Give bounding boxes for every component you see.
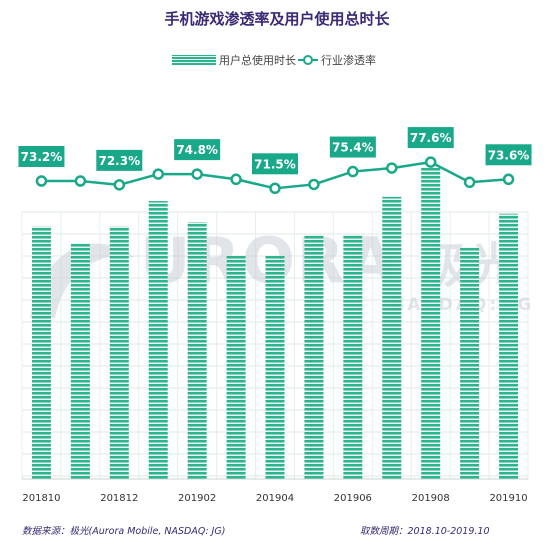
point-label-201908: 77.6% [407, 127, 454, 149]
penetration-point-201907 [386, 162, 398, 174]
point-label-201906: 75.4% [329, 136, 376, 158]
penetration-point-201903 [230, 173, 242, 186]
aurora-logo-icon [30, 243, 135, 318]
penetration-point-201811 [74, 175, 87, 187]
penetration-point-201901 [152, 168, 164, 180]
x-tick-label-201904: 201904 [256, 493, 294, 504]
point-label-201812: 72.3% [96, 149, 143, 171]
legend-bar-swatch [172, 55, 216, 65]
point-label-201910: 73.6% [485, 144, 532, 166]
penetration-point-201909 [463, 176, 476, 189]
bar-201811 [70, 243, 90, 479]
legend-line-label: 行业渗透率 [321, 53, 376, 67]
bar-201909 [460, 247, 480, 479]
point-label-201902: 74.8% [174, 139, 221, 161]
chart-title: 手机游戏渗透率及用户使用总时长 [164, 10, 390, 28]
x-tick-label-201908: 201908 [412, 493, 450, 504]
penetration-point-201905 [308, 178, 320, 191]
point-label-text: 72.3% [98, 154, 140, 168]
point-label-text: 73.6% [488, 148, 530, 162]
bar-201907 [382, 196, 402, 479]
x-tick-labels-layer: 201810 201812 201902 201904 201906 201908 2019… [22, 493, 527, 504]
x-tick-label-201902: 201902 [178, 493, 216, 504]
point-label-text: 74.8% [176, 143, 218, 157]
point-label-box [407, 127, 454, 149]
legend-bar-label: 用户总使用时长 [219, 53, 296, 67]
x-tick-label-201810: 201810 [22, 493, 60, 504]
penetration-point-201902 [191, 168, 203, 180]
line-layer [35, 156, 515, 195]
penetration-point-201812 [113, 179, 126, 191]
period-note: 取数周期：2018.10-2019.10 [360, 526, 490, 537]
bar-201812 [109, 226, 129, 479]
point-labels-layer: 73.2% 72.3% 74.8% 71.5% 75.4% 77.6% 73.6% [18, 127, 532, 175]
bar-201902 [187, 222, 207, 479]
bar-201810 [31, 226, 51, 479]
point-label-text: 73.2% [21, 150, 63, 164]
penetration-point-201810 [35, 175, 48, 187]
x-tick-label-201812: 201812 [100, 493, 138, 504]
point-label-box [252, 153, 298, 175]
point-label-box [96, 149, 143, 171]
x-tick-label-201906: 201906 [334, 493, 372, 504]
legend: 用户总使用时长 行业渗透率 [172, 53, 376, 67]
source-note: 数据来源：极光(Aurora Mobile, NASDAQ: JG) [22, 526, 226, 537]
bar-201904 [265, 255, 285, 479]
point-label-201904: 71.5% [252, 153, 298, 175]
point-label-box [329, 136, 376, 158]
penetration-point-201910 [502, 173, 515, 186]
point-label-text: 75.4% [332, 141, 374, 155]
point-label-box [174, 139, 221, 161]
penetration-point-201908 [424, 156, 437, 168]
bar-201910 [499, 213, 519, 479]
legend-line-marker [303, 55, 313, 65]
point-label-201810: 73.2% [18, 146, 65, 167]
penetration-point-201904 [269, 182, 281, 195]
point-label-text: 71.5% [254, 157, 296, 171]
point-label-box [485, 144, 532, 166]
point-label-text: 77.6% [410, 131, 452, 145]
point-label-box [18, 146, 65, 167]
bar-201903 [226, 255, 246, 479]
bar-201906 [343, 234, 363, 479]
bar-201908 [421, 167, 441, 479]
bar-201901 [148, 201, 168, 480]
x-tick-label-201910: 201910 [489, 493, 527, 504]
bars-layer [22, 167, 528, 480]
penetration-point-201906 [347, 165, 359, 178]
bar-201905 [304, 234, 324, 479]
